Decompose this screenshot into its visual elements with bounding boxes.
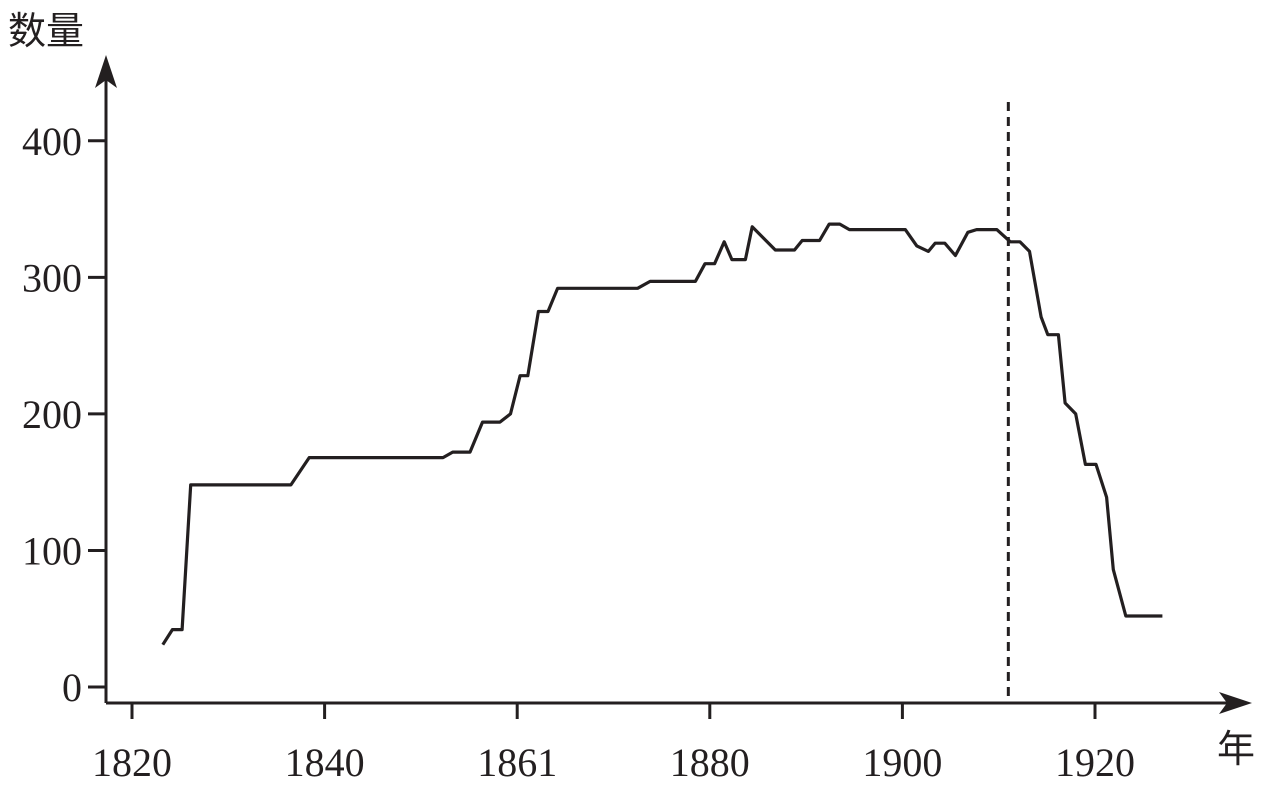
ticks: 0 100 200 300 400 1820 1840 1861 1880 1900 1920 [22,119,1135,785]
y-tick-label: 300 [22,255,82,300]
y-axis-label: 数量 [8,11,84,53]
x-tick-label: 1880 [670,740,750,785]
x-tick-label: 1840 [285,740,365,785]
y-tick-label: 100 [22,528,82,573]
y-tick-label: 0 [62,665,82,710]
series-line [161,222,1163,646]
y-axis-arrow [95,55,117,88]
x-tick-label: 1900 [862,740,942,785]
y-tick-label: 400 [22,119,82,164]
marks [161,102,1163,703]
y-tick-label: 200 [22,392,82,437]
x-tick-label: 1920 [1055,740,1135,785]
x-axis-label: 年 [1217,729,1255,771]
axes [95,55,1252,714]
x-tick-label: 1861 [477,740,557,785]
x-axis-arrow [1219,692,1252,714]
x-tick-label: 1820 [92,740,172,785]
